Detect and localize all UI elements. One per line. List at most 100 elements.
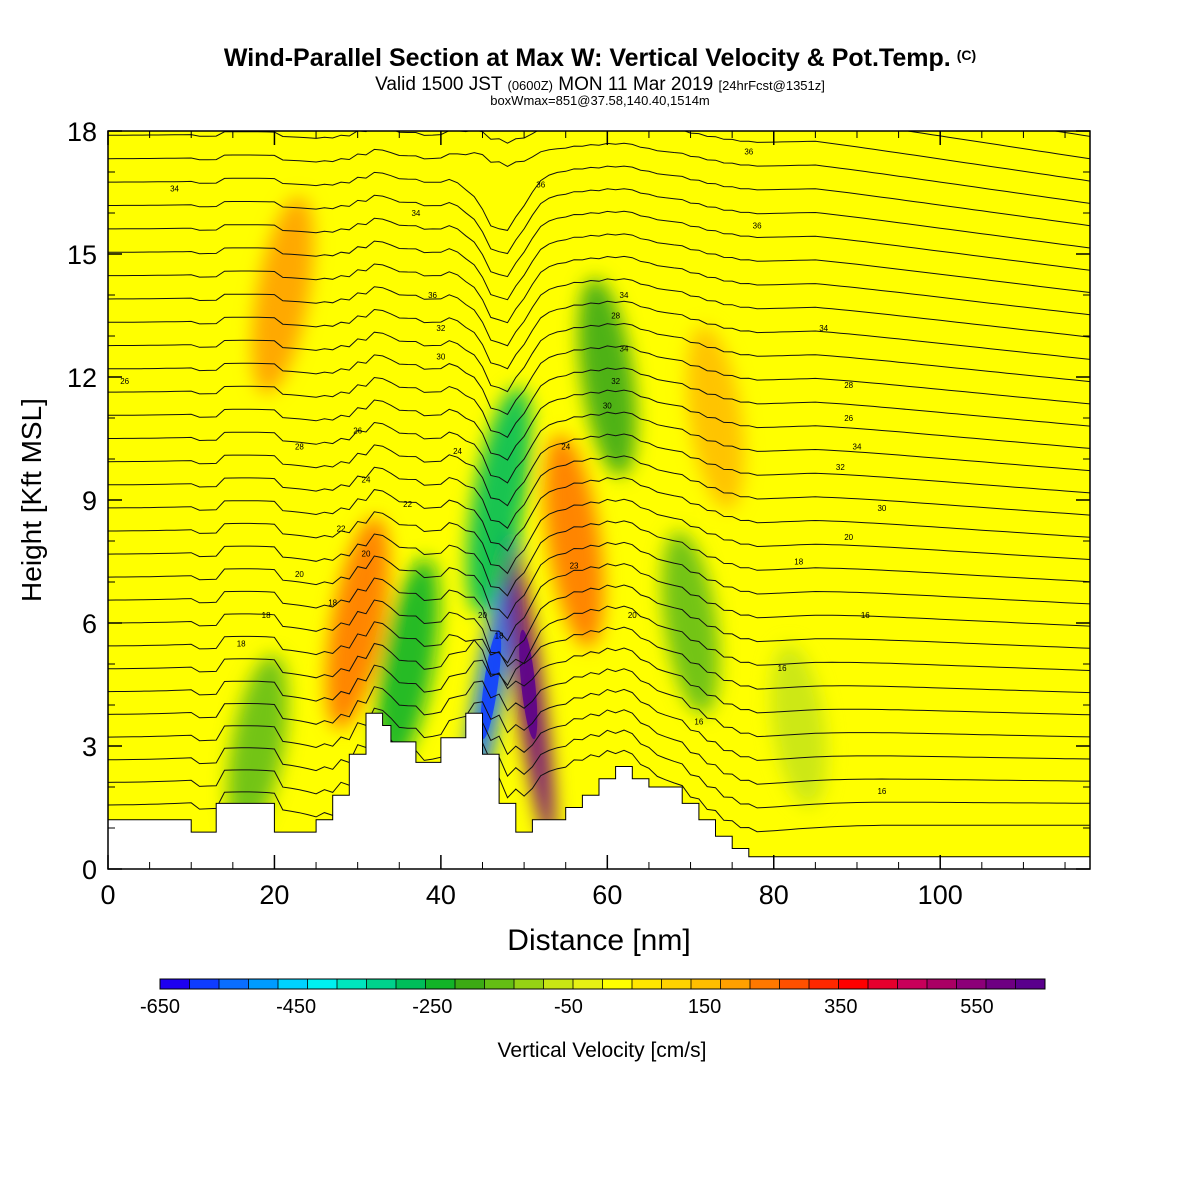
colorbar-swatch-5 xyxy=(307,979,338,989)
colorbar-label: Vertical Velocity [cm/s] xyxy=(498,1039,707,1062)
theta-contour-24 xyxy=(108,233,1090,301)
contour-label-31: 20 xyxy=(844,533,853,542)
contour-labels: 34 34 36 36 36 34 34 26 36 32 30 28 34 32 30 28 26 34 32 30… xyxy=(120,148,887,797)
colorbar-swatch-8 xyxy=(396,979,426,989)
contour-label-39: 16 xyxy=(778,664,787,673)
theta-contour-19 xyxy=(108,345,1090,416)
colorbar-swatch-22 xyxy=(809,979,839,989)
contour-label-28: 20 xyxy=(362,549,371,558)
theta-contour-17 xyxy=(108,389,1090,461)
terrain xyxy=(107,712,1091,870)
colorbar-swatch-28 xyxy=(986,979,1016,989)
colorbar-swatch-11 xyxy=(484,979,515,989)
contour-label-25: 18 xyxy=(262,611,271,620)
velocity-cell-4 xyxy=(544,434,604,648)
colorbar-tick--450: -450 xyxy=(276,996,316,1018)
y-tick-label-0: 0 xyxy=(82,855,97,885)
y-tick-label-6: 6 xyxy=(82,609,97,639)
terrain-profile xyxy=(107,712,1091,870)
velocity-core-1 xyxy=(519,629,538,740)
contour-label-24: 20 xyxy=(295,570,304,579)
theta-contour-23 xyxy=(108,255,1090,324)
contour-label-10: 30 xyxy=(436,353,445,362)
colorbar-swatch-7 xyxy=(366,979,397,989)
contour-label-6: 34 xyxy=(819,324,828,333)
theta-contour-15 xyxy=(108,433,1090,507)
theta-contour-7 xyxy=(108,605,1090,687)
colorbar: -650 -450 -250 -50 150 350 550 xyxy=(140,978,1046,1018)
theta-contour-12 xyxy=(108,498,1090,575)
contour-label-26: 24 xyxy=(453,447,462,456)
contour-label-1: 34 xyxy=(411,209,420,218)
contour-label-7: 26 xyxy=(120,377,129,386)
colorbar-swatch-23 xyxy=(838,979,869,989)
theta-contour-8 xyxy=(108,584,1090,664)
contour-label-9: 32 xyxy=(436,324,445,333)
theta-contour-11 xyxy=(108,520,1090,597)
contour-label-36: 20 xyxy=(628,611,637,620)
contour-label-12: 34 xyxy=(620,344,629,353)
contour-label-30: 18 xyxy=(237,640,246,649)
colorbar-tick--650: -650 xyxy=(140,996,180,1018)
colorbar-swatch-26 xyxy=(927,979,957,989)
x-tick-label-20: 20 xyxy=(259,880,289,910)
colorbar-swatch-9 xyxy=(425,979,456,989)
theta-contour-33 xyxy=(108,29,1090,92)
theta-contour-2 xyxy=(108,709,1090,785)
theta-contour-26 xyxy=(108,188,1090,255)
contour-label-20: 28 xyxy=(295,443,304,452)
theta-contour-9 xyxy=(108,563,1090,642)
colorbar-tick--250: -250 xyxy=(412,996,452,1018)
theta-contour-4 xyxy=(108,668,1090,738)
y-tick-label-9: 9 xyxy=(82,486,97,516)
colorbar-swatch-17 xyxy=(661,979,692,989)
x-axis-label: Distance [nm] xyxy=(507,924,690,957)
contour-label-35: 23 xyxy=(570,562,579,571)
theta-contour-14 xyxy=(108,455,1090,529)
velocity-cell-9 xyxy=(661,531,720,715)
chart-box-info: boxWmax=851@37.58,140.40,1514m xyxy=(490,93,710,108)
contour-label-21: 26 xyxy=(353,426,362,435)
theta-contour-10 xyxy=(108,541,1090,620)
theta-contour-28 xyxy=(108,142,1090,204)
theta-contour-21 xyxy=(108,300,1090,370)
contour-label-2: 36 xyxy=(536,180,545,189)
contour-label-37: 20 xyxy=(478,611,487,620)
colorbar-swatch-1 xyxy=(189,979,220,989)
velocity-cell-5 xyxy=(325,517,390,729)
x-tick-label-100: 100 xyxy=(918,880,963,910)
colorbar-swatch-10 xyxy=(455,979,485,989)
colorbar-swatch-0 xyxy=(160,979,190,989)
contour-label-29: 18 xyxy=(328,599,337,608)
theta-contour-32 xyxy=(108,52,1090,114)
contour-label-5: 34 xyxy=(620,291,629,300)
theta-contour-13 xyxy=(108,477,1090,552)
chart-subtitle: Valid 1500 JST (0600Z) MON 11 Mar 2019 [… xyxy=(375,74,825,95)
colorbar-swatch-3 xyxy=(248,979,279,989)
colorbar-swatch-20 xyxy=(750,979,780,989)
x-tick-label-60: 60 xyxy=(592,880,622,910)
theta-contour-3 xyxy=(108,688,1090,761)
theta-contour-18 xyxy=(108,367,1090,438)
colorbar-tick-350: 350 xyxy=(824,996,857,1018)
x-tick-label-0: 0 xyxy=(100,880,115,910)
contour-label-19: 30 xyxy=(877,504,886,513)
y-tick-label-15: 15 xyxy=(67,240,97,270)
theta-contour-31 xyxy=(1052,131,1090,137)
contour-label-34: 24 xyxy=(561,443,570,452)
colorbar-swatch-15 xyxy=(602,979,633,989)
contour-label-40: 16 xyxy=(694,717,703,726)
theta-contour-1 xyxy=(108,729,1090,809)
contour-label-3: 36 xyxy=(744,148,753,157)
colorbar-swatch-19 xyxy=(720,979,751,989)
x-tick-label-40: 40 xyxy=(426,880,456,910)
contour-label-11: 28 xyxy=(611,312,620,321)
colorbar-swatch-21 xyxy=(779,979,810,989)
contour-label-17: 34 xyxy=(853,443,862,452)
theta-contour-5 xyxy=(108,647,1090,716)
contour-label-0: 34 xyxy=(170,184,179,193)
colorbar-swatch-6 xyxy=(337,979,367,989)
contour-label-8: 36 xyxy=(428,291,437,300)
